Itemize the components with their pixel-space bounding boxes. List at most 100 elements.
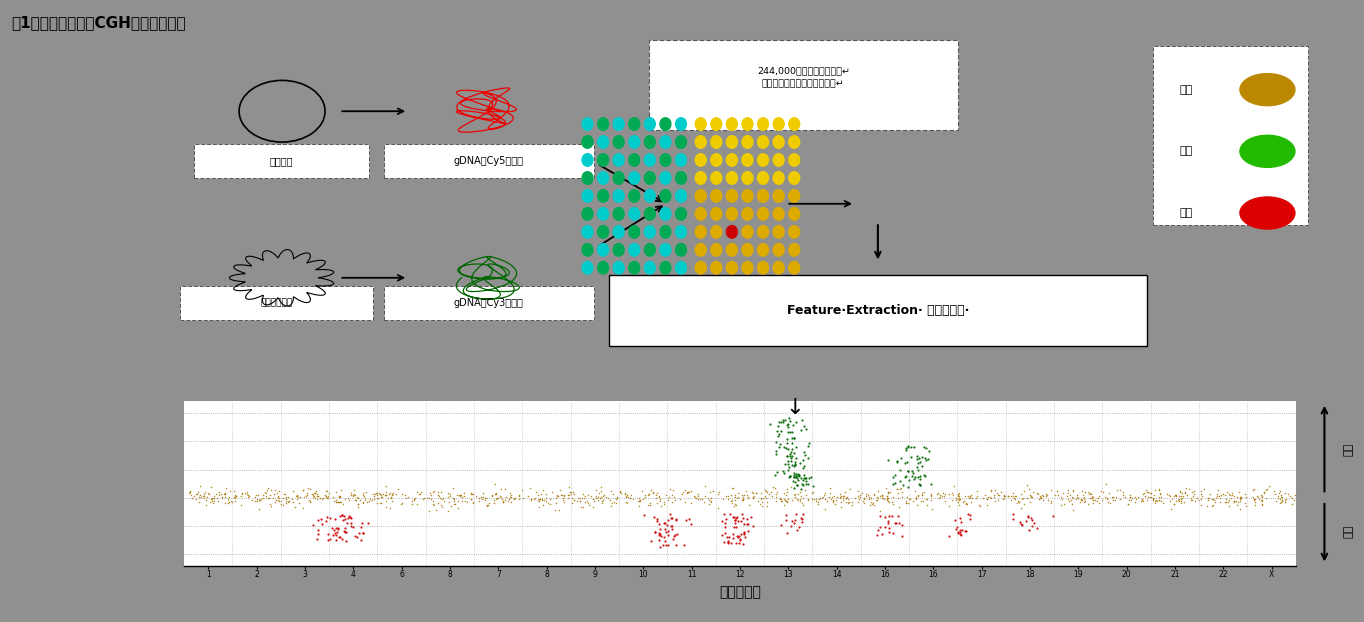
Point [361, 489, 383, 499]
Circle shape [696, 154, 707, 166]
Point [870, 490, 892, 500]
Point [947, 527, 968, 537]
Point [192, 491, 214, 501]
Point [333, 511, 355, 521]
Point [436, 506, 458, 516]
Point [443, 494, 465, 504]
Circle shape [629, 208, 640, 220]
Point [1174, 488, 1196, 498]
Point [941, 495, 963, 505]
Point [1147, 485, 1169, 495]
Point [734, 529, 756, 539]
Point [460, 489, 481, 499]
Point [322, 529, 344, 539]
Point [460, 494, 481, 504]
Point [381, 489, 402, 499]
Point [861, 493, 883, 503]
Point [802, 481, 824, 491]
Point [301, 490, 323, 500]
Point [592, 496, 614, 506]
Point [214, 483, 236, 493]
Point [520, 494, 542, 504]
Point [1153, 498, 1174, 508]
Point [782, 494, 803, 504]
Point [959, 493, 981, 503]
Point [1174, 486, 1196, 496]
Point [286, 494, 308, 504]
Point [1097, 498, 1118, 508]
Point [1218, 490, 1240, 500]
Point [439, 491, 461, 501]
Point [818, 483, 840, 493]
Point [1258, 481, 1279, 491]
Point [1219, 493, 1241, 503]
Point [446, 503, 468, 513]
Circle shape [675, 208, 686, 220]
Point [338, 511, 360, 521]
Point [1221, 488, 1243, 498]
Point [777, 419, 799, 429]
Point [1061, 499, 1083, 509]
Point [784, 490, 806, 499]
Point [321, 522, 342, 532]
Circle shape [757, 190, 768, 202]
Point [457, 497, 479, 507]
Circle shape [675, 118, 686, 131]
Point [1270, 498, 1292, 508]
Circle shape [675, 190, 686, 202]
Point [702, 486, 724, 496]
Circle shape [582, 190, 593, 202]
Point [948, 488, 970, 498]
Point [648, 530, 670, 540]
Point [651, 501, 672, 511]
Circle shape [742, 118, 753, 131]
Point [757, 498, 779, 508]
Point [637, 500, 659, 510]
Point [893, 472, 915, 482]
Point [1180, 495, 1202, 505]
Point [271, 493, 293, 503]
Point [535, 489, 557, 499]
Point [1005, 491, 1027, 501]
Point [331, 510, 353, 520]
Point [198, 489, 220, 499]
Circle shape [644, 172, 655, 184]
Point [1183, 489, 1204, 499]
Point [450, 491, 472, 501]
Point [878, 511, 900, 521]
Point [782, 516, 803, 526]
Point [783, 470, 805, 480]
Point [207, 488, 229, 498]
Point [421, 496, 443, 506]
Point [883, 528, 904, 538]
Point [202, 494, 224, 504]
Point [529, 490, 551, 499]
Point [1218, 490, 1240, 499]
Point [767, 488, 788, 498]
Point [476, 501, 498, 511]
Point [1168, 491, 1189, 501]
Point [1168, 496, 1189, 506]
Point [391, 498, 413, 508]
Point [948, 493, 970, 503]
Point [248, 495, 270, 505]
Point [203, 493, 225, 503]
Point [698, 495, 720, 505]
Circle shape [675, 172, 686, 184]
Point [406, 487, 428, 497]
Point [548, 485, 570, 495]
Point [898, 483, 919, 493]
Point [589, 493, 611, 503]
Point [1146, 496, 1168, 506]
Circle shape [675, 261, 686, 274]
Point [1079, 488, 1101, 498]
Point [255, 491, 277, 501]
Point [776, 451, 798, 461]
Point [381, 496, 402, 506]
Point [799, 471, 821, 481]
Point [851, 488, 873, 498]
Point [409, 489, 431, 499]
Point [300, 496, 322, 506]
Circle shape [788, 172, 799, 184]
Point [315, 491, 337, 501]
